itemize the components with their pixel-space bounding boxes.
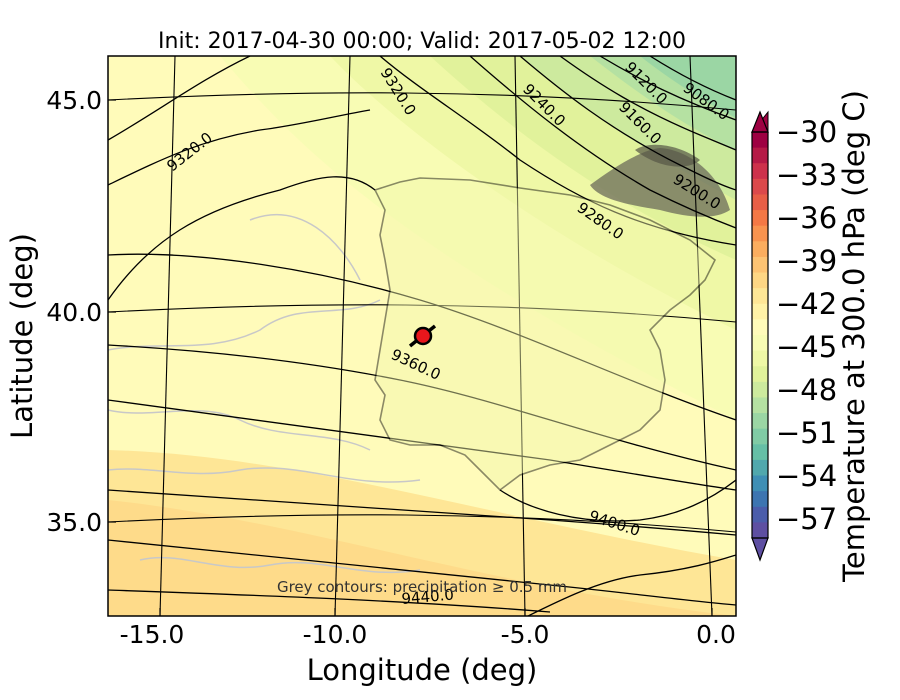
height-contour (649, 56, 736, 101)
colorbar-segment (752, 506, 768, 523)
colorbar-frame (751, 131, 769, 539)
meridian-line (334, 56, 351, 616)
colorbar-tick-label: −57 (776, 502, 837, 536)
colorbar-segment (752, 194, 768, 211)
precipitation-area (590, 148, 730, 217)
colorbar-tick-label: −42 (776, 287, 837, 321)
colorbar-segment (752, 303, 768, 320)
coldest-temperature-band (640, 56, 736, 118)
height-contour (519, 56, 736, 191)
precipitation-contour (108, 467, 421, 483)
colorbar-segment (752, 272, 768, 289)
colorbar-segment (752, 256, 768, 274)
colorbar-segment (752, 319, 768, 336)
colorbar-tick-label: −30 (776, 115, 837, 149)
coastline (108, 176, 376, 301)
coastline (373, 177, 717, 492)
height-contour (108, 539, 736, 606)
colorbar-segment (752, 335, 768, 352)
height-contour (108, 489, 736, 536)
x-axis: -15.0 -10.0 -5.0 0.0 Longitude (deg) (120, 608, 736, 687)
x-axis-title: Longitude (deg) (307, 653, 538, 687)
x-tick-label: -15.0 (120, 620, 185, 649)
meridian-line (514, 56, 526, 616)
colorbar-segment (752, 444, 768, 461)
colorbar-segment (752, 288, 768, 305)
colorbar-tick-label: −33 (776, 158, 837, 192)
colorbar-segment (752, 459, 768, 477)
coastline (499, 479, 736, 522)
height-contour (108, 253, 736, 421)
warmest-temperature-band (108, 500, 736, 616)
colorbar-segment (752, 381, 768, 399)
colorbar-tick-label: −36 (776, 201, 837, 235)
colorbar-segment (752, 163, 768, 180)
height-contour (469, 56, 736, 229)
precipitation-contour (249, 214, 361, 281)
coastline (526, 554, 736, 616)
precipitation-contour (108, 409, 371, 451)
parallel-line (108, 514, 736, 533)
colorbar-segment (752, 225, 768, 242)
y-tick-label: 35.0 (46, 508, 102, 537)
colorbar-segments (752, 132, 768, 539)
colorbar-segment (752, 132, 768, 149)
meridian-line (159, 56, 176, 616)
colorbar-tick-label: −48 (776, 373, 837, 407)
colorbar-segment (752, 428, 768, 445)
y-axis: 45.0 40.0 35.0 Latitude (deg) (5, 86, 116, 537)
colorbar-segment (752, 241, 768, 258)
contour-label: 9440.0 (401, 585, 455, 608)
height-contour (108, 589, 551, 613)
colorbar-tick-label: −39 (776, 244, 837, 278)
parallel-line (108, 92, 736, 111)
colorbar-segment (752, 178, 768, 196)
colorbar-title: Temperature at 300.0 hPa (deg C) (837, 90, 871, 583)
map-title: Init: 2017-04-30 00:00; Valid: 2017-05-0… (158, 29, 686, 54)
height-contour (108, 344, 736, 471)
colorbar-lower-arrow (751, 537, 769, 562)
precipitation-contour (108, 299, 381, 351)
y-tick-label: 40.0 (46, 298, 102, 327)
y-axis-title: Latitude (deg) (5, 233, 39, 439)
colorbar-segment (752, 413, 768, 430)
colorbar-tick-label: −45 (776, 330, 837, 364)
colorbar-segment (752, 366, 768, 383)
site-marker[interactable] (408, 324, 437, 348)
height-contour (108, 399, 736, 491)
height-contour (108, 56, 251, 141)
map-frame (107, 55, 737, 617)
colorbar-ticks: −30 −33 −36 −39 −42 −45 −48 −51 −54 −57 (776, 115, 837, 536)
height-contour (379, 56, 736, 246)
site-marker-dot[interactable] (413, 326, 433, 346)
meridian-line (689, 56, 713, 616)
y-tick-label: 45.0 (46, 86, 102, 115)
colorbar-segment (752, 522, 768, 539)
height-contour (559, 56, 736, 151)
precipitation-contour (139, 556, 421, 574)
x-tick-label: -5.0 (501, 620, 550, 649)
colorbar-segment (752, 350, 768, 367)
parallel-line (108, 304, 736, 323)
x-tick-label: 0.0 (696, 620, 736, 649)
x-tick-label: -10.0 (303, 620, 368, 649)
colorbar: −30 −33 −36 −39 −42 −45 −48 −51 −54 −57 … (750, 90, 871, 583)
map-area[interactable] (108, 56, 736, 620)
colorbar-segment (752, 210, 768, 227)
colorbar-segment (752, 147, 768, 164)
colorbar-tick-label: −54 (776, 459, 837, 493)
precipitation-note: Grey contours: precipitation ≥ 0.5 mm (277, 578, 567, 596)
colorbar-segment (752, 475, 768, 492)
coastline (108, 109, 371, 186)
colorbar-segment (752, 397, 768, 414)
colorbar-tick-label: −51 (776, 416, 837, 450)
height-contour (599, 56, 736, 121)
colorbar-segment (752, 491, 768, 508)
